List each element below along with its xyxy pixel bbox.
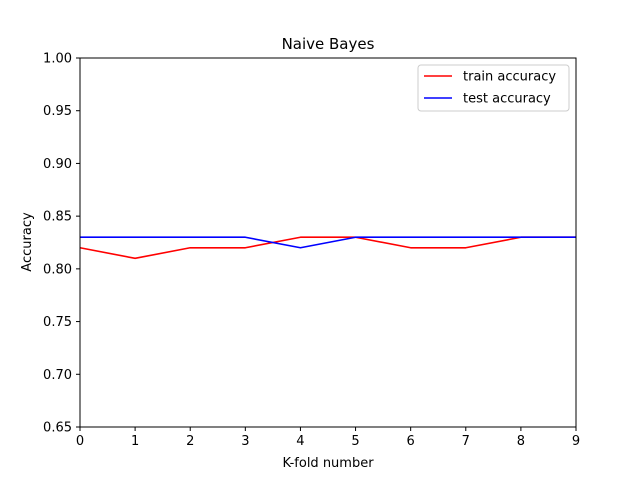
y-tick-label: 0.70: [43, 368, 72, 383]
y-tick-label: 0.95: [43, 104, 72, 119]
x-tick-label: 4: [296, 434, 304, 449]
series-line-test: [80, 236, 576, 249]
plot-frame: [79, 57, 577, 428]
x-tick-label: 1: [131, 434, 139, 449]
x-tick-label: 9: [572, 434, 580, 449]
y-axis-label: Accuracy: [20, 212, 35, 272]
legend: train accuracy test accuracy: [417, 64, 570, 112]
chart-title: Naive Bayes: [282, 35, 375, 53]
x-tick-label: 7: [462, 434, 470, 449]
legend-box: [417, 64, 570, 112]
x-tick-label: 2: [186, 434, 194, 449]
y-tick-label: 1.00: [43, 52, 72, 67]
x-tick-label: 8: [517, 434, 525, 449]
y-tick-label: 0.90: [43, 157, 72, 172]
x-tick-label: 6: [407, 434, 415, 449]
x-tick-label: 5: [351, 434, 359, 449]
y-tick-label: 0.85: [43, 210, 72, 225]
legend-entry-label: train accuracy: [463, 70, 556, 85]
legend-entry-label: test accuracy: [463, 92, 551, 107]
y-tick-label: 0.65: [43, 421, 72, 436]
y-tick-label: 0.80: [43, 262, 72, 277]
plot-series: [79, 236, 576, 260]
y-tick-label: 0.75: [43, 315, 72, 330]
x-axis-label: K-fold number: [282, 456, 374, 471]
series-line-train: [79, 236, 576, 260]
axis-ticks: 0 1 2 3 4 5 6 7 8 9 0.65 0.70 0.75 0.80 0.85 0.90 0.95 1.…: [43, 52, 580, 450]
x-tick-label: 3: [241, 434, 249, 449]
x-tick-label: 0: [76, 434, 84, 449]
